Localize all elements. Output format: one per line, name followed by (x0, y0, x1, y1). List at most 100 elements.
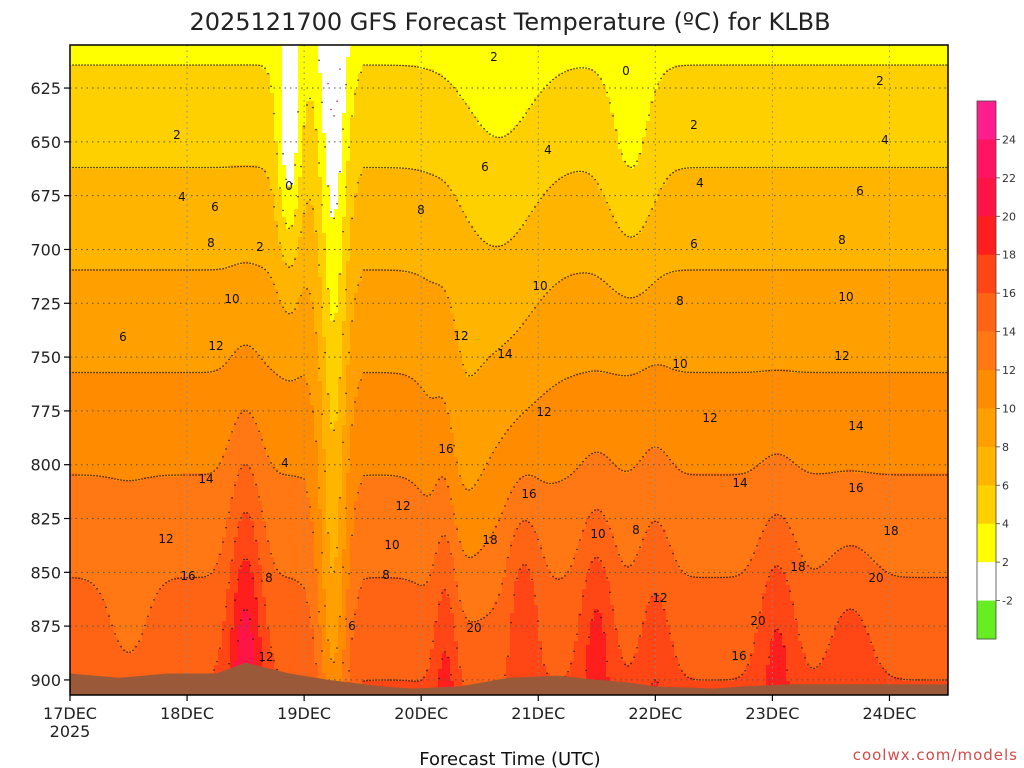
contour-label: 8 (632, 523, 640, 537)
y-tick-label: 700 (30, 240, 61, 259)
y-tick-label: 750 (30, 348, 61, 367)
colorbar-label: 24 (1002, 133, 1016, 146)
contour-label: 6 (690, 237, 698, 251)
contour-label: 6 (119, 330, 127, 344)
contour-label: 4 (696, 176, 704, 190)
colorbar-swatch (977, 255, 996, 294)
x-tick-label: 17DEC (43, 704, 97, 723)
x-tick-label: 24DEC (862, 704, 916, 723)
contour-label: 16 (521, 487, 536, 501)
contour-label: 8 (417, 203, 425, 217)
contour-label: 16 (848, 481, 863, 495)
colorbar-swatch (977, 139, 996, 178)
contour-label: 14 (497, 347, 512, 361)
contour-label: 8 (265, 571, 273, 585)
contour-label: 10 (384, 538, 399, 552)
y-tick-label: 825 (30, 510, 61, 529)
colorbar-swatch (977, 524, 996, 563)
colorbar-swatch (977, 293, 996, 332)
contour-label: 12 (395, 499, 410, 513)
contour-label: 14 (848, 419, 863, 433)
contour-label: 2 (173, 128, 181, 142)
colorbar-swatch (977, 408, 996, 447)
y-tick-label: 800 (30, 456, 61, 475)
colorbar-label: 4 (1002, 518, 1009, 531)
contour-label: 2 (690, 118, 698, 132)
contour-label: 2 (490, 50, 498, 64)
contour-label: 18 (883, 524, 898, 538)
y-tick-label: 850 (30, 563, 61, 582)
y-tick-label: 625 (30, 79, 61, 98)
y-tick-label: 650 (30, 133, 61, 152)
contour-label: 8 (382, 568, 390, 582)
contour-label: 12 (536, 405, 551, 419)
chart-title: 2025121700 GFS Forecast Temperature (ºC)… (189, 8, 830, 36)
colorbar-label: 8 (1002, 441, 1009, 454)
colorbar-swatch (977, 562, 996, 601)
contour-label: 16 (180, 569, 195, 583)
colorbar-label: 18 (1002, 249, 1016, 262)
colorbar-swatch (977, 332, 996, 371)
contour-label: 20 (868, 571, 883, 585)
plot-area (69, 45, 950, 697)
contour-label: 20 (750, 614, 765, 628)
colorbar-swatch (977, 601, 996, 640)
contour-label: 4 (881, 133, 889, 147)
contour-label: 4 (178, 190, 186, 204)
contour-label: 16 (438, 442, 453, 456)
y-tick-label: 725 (30, 294, 61, 313)
contour-label: 10 (224, 292, 239, 306)
contour-label: 6 (481, 160, 489, 174)
colorbar-swatch (977, 101, 996, 140)
colorbar-label: 20 (1002, 210, 1016, 223)
x-tick-label: 21DEC (511, 704, 565, 723)
contour-label: 8 (838, 233, 846, 247)
contour-label: 12 (208, 339, 223, 353)
contour-label: 12 (834, 349, 849, 363)
contour-label: 12 (652, 591, 667, 605)
x-tick-label: 22DEC (628, 704, 682, 723)
contour-label: 12 (453, 329, 468, 343)
contour-label: 14 (732, 476, 747, 490)
y-tick-label: 875 (30, 617, 61, 636)
x-tick-label: 19DEC (277, 704, 331, 723)
contour-label: 18 (790, 560, 805, 574)
x-axis-label: Forecast Time (UTC) (419, 749, 600, 768)
x-tick-label: 2025 (50, 722, 91, 741)
y-tick-label: 775 (30, 402, 61, 421)
colorbar-label: 2 (1002, 556, 1009, 569)
contour-label: 12 (258, 650, 273, 664)
contour-label: 14 (198, 472, 213, 486)
colorbar-swatch (977, 485, 996, 524)
contour-label: 8 (207, 236, 215, 250)
contour-label: 20 (466, 621, 481, 635)
contour-label: 2 (876, 74, 884, 88)
colorbar-swatch (977, 370, 996, 409)
contour-label: 18 (482, 533, 497, 547)
contour-label: 10 (672, 357, 687, 371)
x-tick-label: 23DEC (745, 704, 799, 723)
colorbar-swatch (977, 216, 996, 255)
contour-label: 6 (211, 200, 219, 214)
contour-label: 6 (856, 184, 864, 198)
contour-label: 0 (622, 64, 630, 78)
contour-label: 4 (544, 143, 552, 157)
colorbar-label: 6 (1002, 479, 1009, 492)
contour-label: 0 (285, 179, 293, 193)
colorbar-label: 12 (1002, 364, 1016, 377)
contour-label: 4 (281, 456, 289, 470)
colorbar-label: -2 (1002, 595, 1013, 608)
colorbar-swatch (977, 178, 996, 217)
contour-label: 8 (676, 294, 684, 308)
contour-label: 10 (532, 279, 547, 293)
y-tick-label: 675 (30, 187, 61, 206)
contour-label: 12 (702, 411, 717, 425)
contour-label: 6 (348, 619, 356, 633)
credit-text: coolwx.com/models (853, 746, 1018, 764)
contour-label: 12 (158, 532, 173, 546)
x-tick-label: 18DEC (160, 704, 214, 723)
colorbar-label: 16 (1002, 287, 1016, 300)
